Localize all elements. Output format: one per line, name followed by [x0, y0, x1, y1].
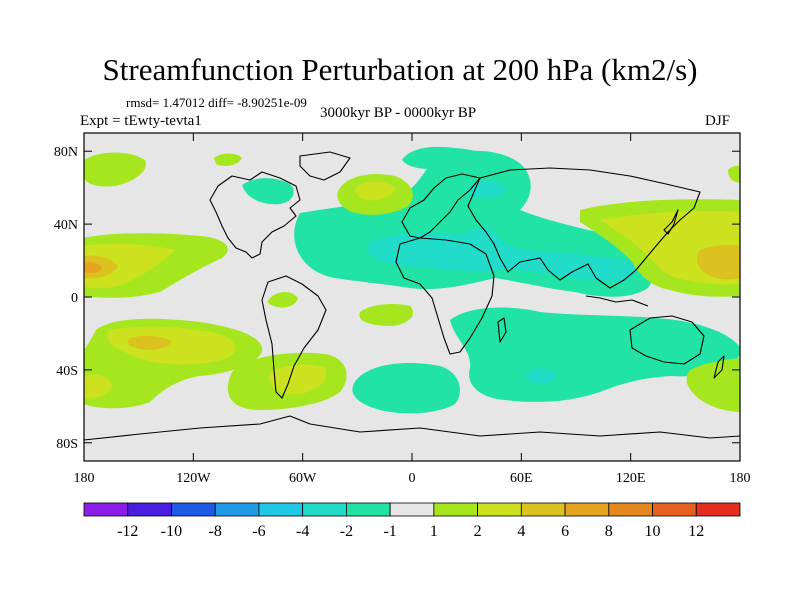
- colorbar-label: -12: [117, 523, 138, 540]
- neg-region-south-indian-pacific: [450, 307, 740, 402]
- pos-peak-inner-west-pacific: [84, 261, 102, 274]
- neg-region-arctic-north: [402, 146, 500, 170]
- colorbar-swatch: [171, 502, 216, 517]
- lat-tick-label: 0: [71, 291, 78, 306]
- colorbar-swatch: [608, 502, 653, 517]
- coastline-antarctica: [83, 415, 741, 441]
- neg-region-south-atlantic: [352, 362, 460, 414]
- colorbar-label: 6: [561, 523, 569, 540]
- stats-text: rmsd= 1.47012 diff= -8.90251e-09: [126, 95, 307, 110]
- coastline-japan: [663, 209, 679, 235]
- colorbar: -12 -10 -8 -6 -4 -2 -1 1 2 4 6 8 10 12: [83, 502, 741, 540]
- lon-tick-label: 120W: [176, 471, 211, 486]
- lat-tick-label: 80S: [56, 437, 78, 452]
- colorbar-swatch: [345, 502, 391, 517]
- pos-peak-east-pacific-north: [697, 244, 740, 280]
- colorbar-swatch: [695, 502, 741, 517]
- pos-core-south-pacific-far-west: [84, 374, 112, 399]
- coastline-south-america: [261, 275, 327, 399]
- axis-ticks: 80N 40N 0 40S 80S 180 120W 60W 0 60E 120E 180: [54, 133, 751, 486]
- experiment-label: Expt = tEwty-tevta1: [80, 113, 202, 129]
- lat-tick-label: 80N: [54, 145, 78, 160]
- colorbar-label: -8: [209, 523, 222, 540]
- colorbar-label: 2: [474, 523, 482, 540]
- lon-tick-label: 180: [730, 471, 751, 486]
- lat-tick-label: 40N: [54, 218, 78, 233]
- neg-core-south-indian: [525, 368, 556, 384]
- coastline-madagascar: [497, 317, 507, 343]
- pos-region-alaska: [84, 152, 146, 187]
- colorbar-label: -10: [161, 523, 182, 540]
- colorbar-swatch: [389, 502, 435, 517]
- coastline-greenland: [299, 151, 351, 181]
- colorbar-swatch: [214, 502, 260, 517]
- colorbar-swatch: [520, 502, 566, 517]
- lon-tick-label: 60E: [510, 471, 533, 486]
- colorbar-swatch: [564, 502, 610, 517]
- colorbar-swatch: [258, 502, 304, 517]
- pos-region-north-pacific-small: [214, 153, 242, 166]
- coastline-asia: [467, 167, 701, 289]
- lon-tick-label: 60W: [289, 471, 317, 486]
- colorbar-label: 10: [645, 523, 661, 540]
- neg-region-canada: [242, 178, 294, 205]
- season-label: DJF: [705, 113, 731, 129]
- colorbar-label: 12: [688, 523, 704, 540]
- colorbar-swatch: [83, 502, 129, 517]
- colorbar-label: 4: [517, 523, 525, 540]
- pos-core-south-pacific-west: [107, 326, 236, 365]
- lat-tick-label: 40S: [56, 364, 78, 379]
- colorbar-label: -1: [383, 523, 396, 540]
- coastline-africa: [395, 237, 495, 355]
- colorbar-label: -2: [340, 523, 353, 540]
- negative-anomalies: [242, 146, 740, 414]
- colorbar-swatch: [477, 502, 522, 517]
- positive-anomalies: [84, 152, 740, 412]
- colorbar-swatch: [652, 502, 697, 517]
- colorbar-label: -6: [252, 523, 265, 540]
- coastline-indonesia: [585, 295, 649, 307]
- pos-region-tropical-atlantic-a: [267, 292, 298, 308]
- neg-core-eurasia: [368, 227, 634, 282]
- lon-tick-label: 120E: [616, 471, 646, 486]
- coastline-new-zealand: [713, 355, 725, 379]
- contour-layer: [84, 146, 740, 414]
- pos-region-arctic-east: [728, 165, 740, 183]
- figure-title: Streamfunction Perturbation at 200 hPa (…: [102, 52, 698, 87]
- period-label: 3000kyr BP - 0000kyr BP: [320, 105, 477, 121]
- colorbar-swatch: [302, 502, 347, 517]
- pos-region-tropical-atlantic-b: [359, 304, 414, 326]
- colorbar-swatch: [433, 502, 479, 517]
- pos-peak-south-pacific: [128, 335, 172, 350]
- colorbar-label: -4: [296, 523, 309, 540]
- lon-tick-label: 180: [74, 471, 95, 486]
- pos-core-west-pacific-north: [84, 243, 175, 289]
- colorbar-swatch: [127, 502, 172, 517]
- coastlines: [83, 151, 741, 441]
- colorbar-label: 8: [605, 523, 613, 540]
- lon-tick-label: 0: [409, 471, 416, 486]
- pos-region-south-pacific-east: [686, 358, 740, 412]
- neg-core-scandinavia: [468, 180, 506, 199]
- coastline-australia: [629, 315, 705, 365]
- coastline-north-america: [209, 171, 301, 259]
- colorbar-label: 1: [430, 523, 438, 540]
- pos-core-south-america: [269, 364, 327, 395]
- pos-core-north-atlantic: [355, 181, 396, 201]
